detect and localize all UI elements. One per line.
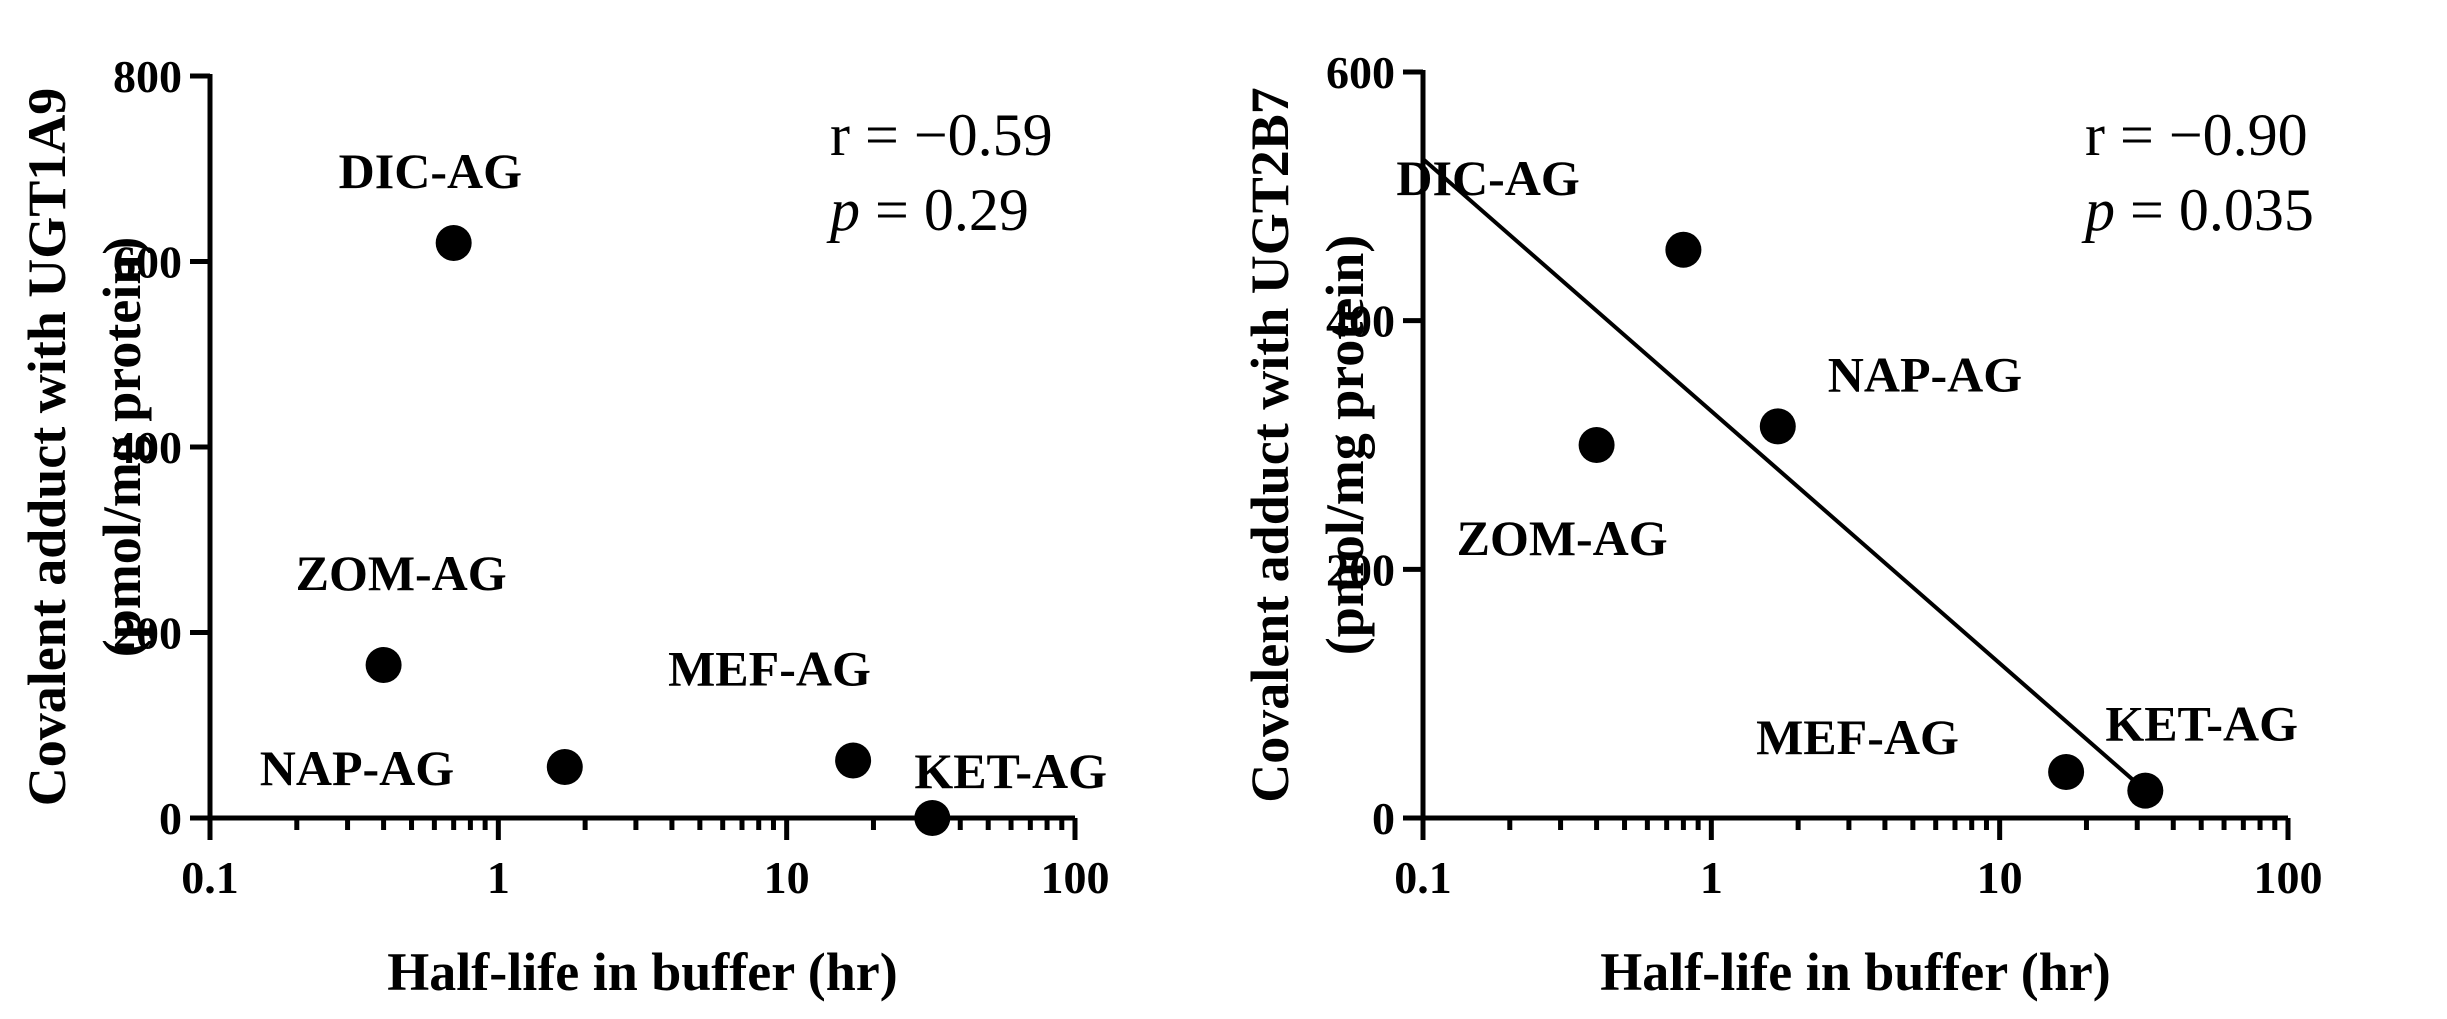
x-tick-label: 100 bbox=[2254, 852, 2323, 903]
data-point bbox=[914, 800, 951, 836]
data-point-label: ZOM-AG bbox=[1457, 510, 1668, 566]
p-value-text: p = 0.29 bbox=[826, 177, 1029, 243]
chart-panel-ugt2b7: 0 200 400 600 0.1 1 10 100 Half-life in buffer (… bbox=[1223, 0, 2447, 1019]
data-point-label: KET-AG bbox=[2105, 696, 2298, 752]
y-tick-label: 200 bbox=[113, 608, 182, 659]
y-axis-title-line2: (pmol/mg protein) bbox=[1315, 235, 1375, 655]
scatter-plot-ugt1a9: 0 200 400 600 800 0.1 1 10 100 Half-life in buffe… bbox=[17, 51, 1110, 1002]
y-axis-title-line2: (pmol/mg protein) bbox=[92, 237, 152, 657]
y-tick-label: 800 bbox=[113, 51, 182, 102]
scatter-plot-ugt2b7: 0 200 400 600 0.1 1 10 100 Half-life in buffer (… bbox=[1240, 47, 2323, 1002]
data-point bbox=[365, 646, 402, 683]
data-point bbox=[2127, 772, 2164, 809]
x-tick-label: 1 bbox=[487, 852, 510, 903]
data-point-label: NAP-AG bbox=[260, 740, 454, 796]
p-value-text: p = 0.035 bbox=[2081, 177, 2314, 243]
p-value: = 0.035 bbox=[2115, 177, 2314, 243]
data-point-label: MEF-AG bbox=[668, 640, 871, 696]
p-symbol: p bbox=[2081, 177, 2115, 243]
data-point bbox=[546, 748, 583, 785]
data-point bbox=[1759, 408, 1796, 445]
y-tick-label: 200 bbox=[1326, 544, 1395, 595]
data-point-label: NAP-AG bbox=[1828, 346, 2022, 402]
data-point-label: DIC-AG bbox=[339, 143, 522, 199]
data-point bbox=[1578, 427, 1615, 463]
correlation-r-text: r = −0.59 bbox=[830, 102, 1053, 168]
y-tick-label: 400 bbox=[113, 422, 182, 473]
y-axis-title-line1: Covalent adduct with UGT1A9 bbox=[17, 88, 77, 807]
y-tick-label: 600 bbox=[1326, 47, 1395, 98]
y-axis-title-line1: Covalent adduct with UGT2B7 bbox=[1240, 87, 1300, 803]
p-symbol: p bbox=[826, 177, 860, 243]
correlation-r-text: r = −0.90 bbox=[2085, 102, 2308, 168]
x-tick-label: 100 bbox=[1041, 852, 1110, 903]
p-value: = 0.29 bbox=[860, 177, 1029, 243]
data-point-label: MEF-AG bbox=[1756, 709, 1959, 765]
y-tick-label: 600 bbox=[113, 237, 182, 288]
y-tick-label: 0 bbox=[159, 793, 182, 844]
regression-line bbox=[1421, 157, 2147, 793]
x-tick-label: 10 bbox=[1977, 852, 2023, 903]
data-point-label: ZOM-AG bbox=[296, 545, 507, 601]
y-tick-label: 400 bbox=[1326, 296, 1395, 347]
data-point-label: KET-AG bbox=[914, 743, 1107, 799]
x-tick-label: 10 bbox=[764, 852, 810, 903]
data-point bbox=[1665, 231, 1702, 268]
y-tick-label: 0 bbox=[1372, 793, 1395, 844]
x-axis-title: Half-life in buffer (hr) bbox=[387, 942, 897, 1002]
data-point bbox=[2048, 753, 2085, 790]
data-point bbox=[435, 224, 472, 261]
x-axis-title: Half-life in buffer (hr) bbox=[1600, 942, 2110, 1002]
x-tick-label: 0.1 bbox=[181, 852, 239, 903]
data-point bbox=[835, 742, 872, 779]
data-point-label: DIC-AG bbox=[1396, 150, 1579, 206]
x-tick-label: 1 bbox=[1700, 852, 1723, 903]
x-tick-label: 0.1 bbox=[1394, 852, 1452, 903]
chart-panel-ugt1a9: 0 200 400 600 800 0.1 1 10 100 Half-life in buffe… bbox=[0, 0, 1223, 1019]
